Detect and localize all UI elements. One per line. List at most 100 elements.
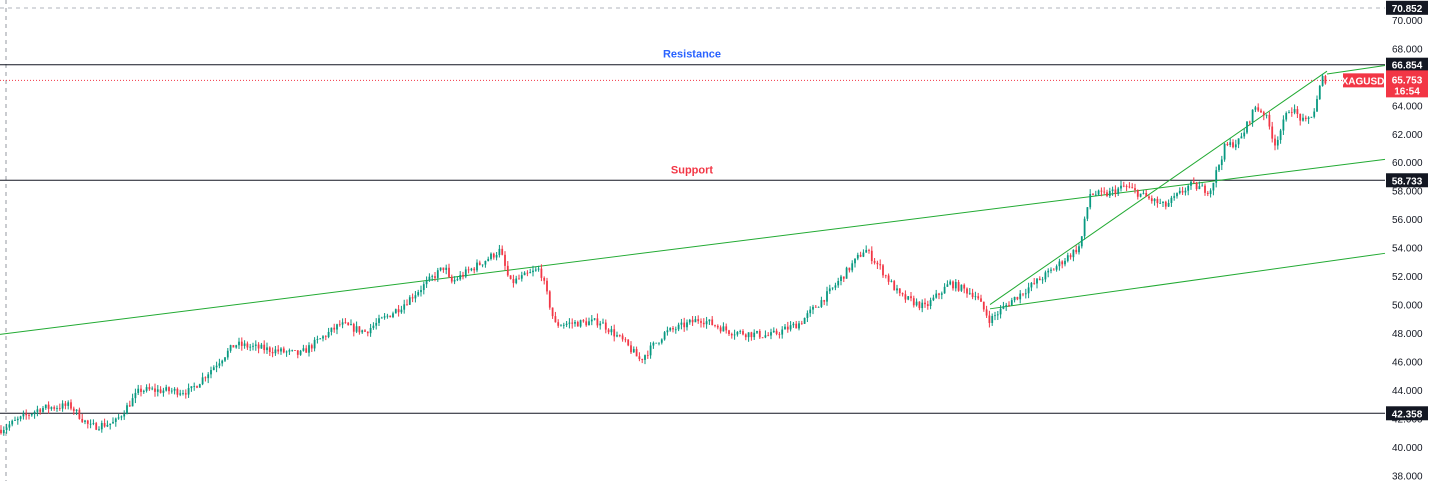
candle-body — [588, 321, 590, 326]
candle-body — [672, 328, 674, 330]
candle-body — [946, 284, 949, 287]
candle-body — [1097, 190, 1100, 195]
candle-body — [39, 409, 42, 412]
candle-body — [1100, 190, 1103, 192]
candle-body — [1192, 181, 1195, 183]
trendline-4[interactable] — [1326, 64, 1386, 75]
candle-body — [954, 282, 957, 289]
candle-body — [1080, 236, 1083, 247]
candle-body — [1010, 300, 1013, 306]
candle-body — [599, 323, 602, 326]
candle-body — [95, 423, 98, 430]
last-price-value: 65.753 — [1392, 75, 1423, 86]
candle-body — [33, 411, 36, 415]
candle-body — [862, 252, 865, 257]
candle-body — [1234, 144, 1237, 148]
trendline-3[interactable] — [989, 70, 1328, 305]
candle-body — [613, 329, 616, 337]
candle-body — [571, 322, 574, 324]
level-price-tag-bg — [1386, 57, 1428, 72]
candle-body — [1122, 185, 1125, 187]
candle-body — [529, 272, 532, 274]
candle-body — [92, 423, 95, 424]
candle-body — [896, 288, 898, 291]
y-tick-label: 56.000 — [1392, 215, 1423, 226]
candle-body — [492, 253, 495, 258]
trendline-2[interactable] — [989, 252, 1386, 310]
candle-body — [725, 326, 728, 331]
candle-body — [184, 393, 187, 395]
candle-body — [11, 420, 14, 425]
candle-body — [532, 270, 534, 273]
candle-body — [784, 326, 786, 330]
candle-body — [1005, 304, 1008, 307]
candle-body — [263, 344, 266, 351]
candle-body — [19, 416, 22, 419]
candle-body — [795, 323, 798, 329]
candle-body — [677, 324, 680, 330]
candle-body — [1139, 193, 1142, 197]
candle-body — [1019, 293, 1022, 300]
candle-body — [16, 418, 19, 421]
trendline-1[interactable] — [0, 158, 1386, 335]
candle-body — [406, 304, 408, 306]
candle-body — [775, 330, 778, 334]
candle-body — [58, 408, 61, 409]
candle-body — [330, 327, 333, 332]
candle-body — [1173, 196, 1176, 198]
candle-body — [280, 348, 282, 352]
candle-body — [218, 363, 221, 366]
candle-body — [1204, 185, 1206, 193]
candle-body — [467, 269, 470, 271]
candle-body — [803, 318, 806, 324]
candle-body — [1153, 198, 1156, 202]
candle-body — [1206, 192, 1209, 194]
candle-body — [1302, 117, 1304, 121]
candle-body — [761, 337, 764, 339]
candle-body — [666, 330, 669, 333]
candle-body — [991, 316, 994, 323]
candle-body — [1069, 255, 1072, 258]
candle-body — [705, 321, 708, 325]
candle-body — [210, 370, 212, 375]
candle-body — [977, 296, 980, 299]
candle-body — [386, 315, 389, 317]
candle-body — [81, 418, 84, 422]
y-tick-label: 38.000 — [1392, 471, 1423, 481]
candle-body — [1212, 182, 1215, 191]
candle-body — [1190, 181, 1192, 186]
candle-body — [949, 281, 952, 285]
candle-body — [506, 265, 509, 276]
candle-body — [411, 297, 414, 299]
y-tick-label: 64.000 — [1392, 101, 1423, 112]
candle-body — [828, 288, 831, 292]
candle-body — [884, 275, 887, 277]
top-price-tag-bg — [1386, 0, 1428, 15]
candle-body — [134, 392, 137, 399]
candle-body — [193, 386, 196, 387]
candle-body — [369, 327, 372, 334]
candle-body — [518, 278, 520, 280]
candle-body — [560, 325, 562, 327]
candle-body — [540, 268, 543, 278]
candle-body — [1159, 202, 1162, 204]
candle-body — [669, 328, 672, 331]
candle-body — [1002, 306, 1005, 309]
candle-body — [434, 276, 436, 278]
y-tick-label: 40.000 — [1392, 443, 1423, 454]
candle-body — [646, 355, 649, 356]
candle-body — [8, 424, 11, 428]
candle-body — [224, 357, 226, 361]
candle-body — [1178, 190, 1181, 194]
candle-body — [176, 388, 179, 395]
candle-body — [554, 316, 557, 323]
candle-body — [918, 301, 921, 309]
candle-body — [1103, 191, 1106, 193]
level-price-tag-bg — [1386, 406, 1428, 421]
candle-body — [851, 263, 854, 271]
candle-body — [112, 421, 114, 424]
candle-body — [453, 279, 456, 282]
candle-body — [915, 301, 918, 306]
candle-body — [372, 325, 375, 328]
